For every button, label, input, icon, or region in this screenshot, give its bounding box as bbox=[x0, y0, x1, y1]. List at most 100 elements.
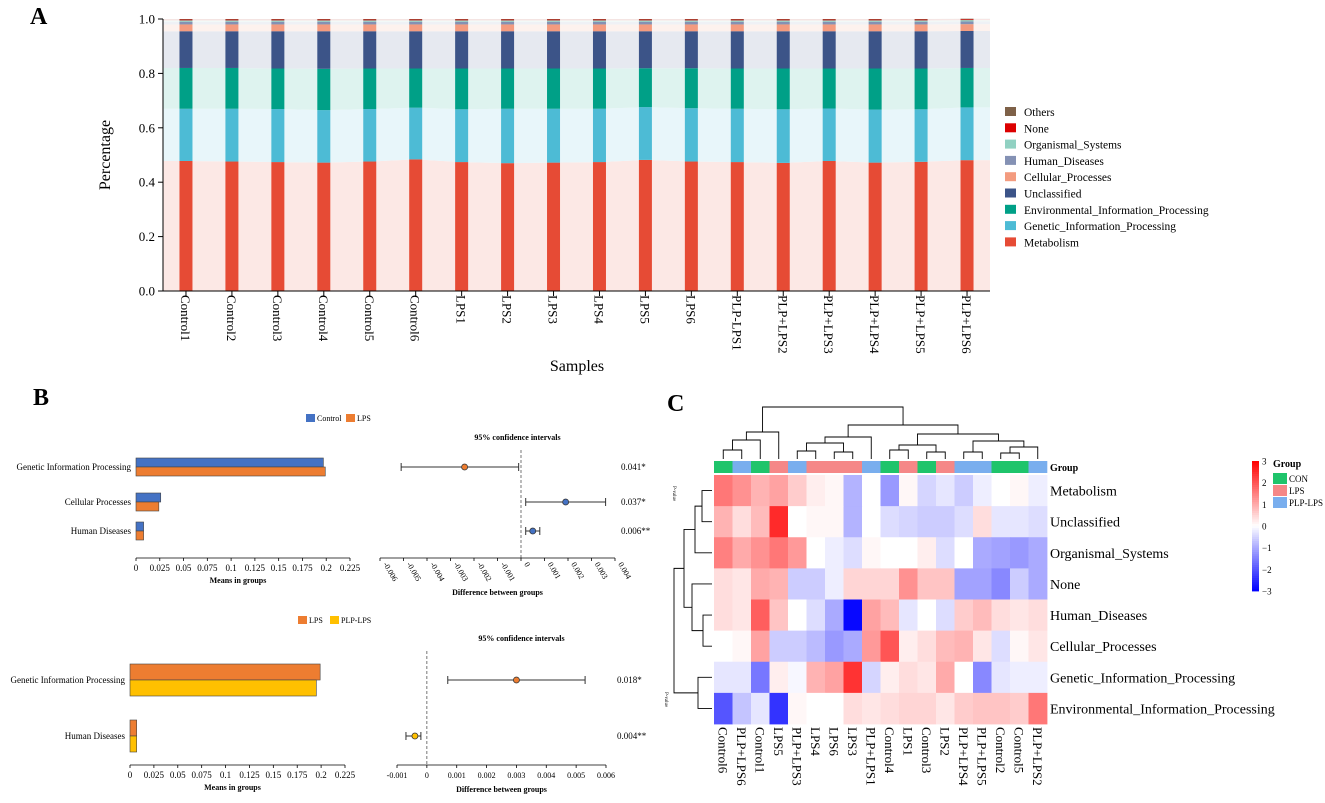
bar-segment bbox=[592, 68, 606, 109]
group-annotation-cell bbox=[1010, 461, 1029, 473]
x-tick-label: PLP+LPS5 bbox=[913, 295, 928, 354]
bar-segment bbox=[822, 19, 836, 21]
bar-segment bbox=[225, 67, 239, 109]
legend-label: Cellular_Processes bbox=[1024, 172, 1112, 184]
heatmap-cell bbox=[917, 475, 937, 507]
heatmap-cell bbox=[1010, 630, 1029, 663]
x-tick-label: Control5 bbox=[362, 295, 377, 341]
heatmap-cell bbox=[714, 599, 733, 632]
column-dendrogram-branch bbox=[762, 406, 904, 432]
band-cellular_processes bbox=[163, 24, 990, 32]
bar-segment bbox=[684, 68, 698, 109]
heatmap-cell bbox=[806, 568, 826, 600]
column-dendrogram-branch bbox=[1000, 452, 1020, 459]
heatmap-cell bbox=[991, 568, 1011, 600]
color-scale-segment bbox=[1252, 469, 1259, 473]
color-scale-segment bbox=[1252, 508, 1259, 512]
heatmap-cell bbox=[1028, 506, 1048, 538]
heatmap-cell bbox=[806, 475, 826, 507]
ci-tick-label: 0.001 bbox=[448, 771, 466, 780]
bar-segment bbox=[179, 19, 193, 21]
means-tick-label: 0.075 bbox=[197, 563, 218, 573]
group-row-label: Group bbox=[1050, 463, 1079, 474]
bar-segment bbox=[547, 31, 561, 69]
legend-label: Genetic_Information_Processing bbox=[1024, 221, 1176, 233]
band-genetic_information_processing bbox=[163, 107, 990, 164]
heatmap-cell bbox=[880, 599, 900, 632]
group-legend-label: LPS bbox=[1289, 486, 1305, 496]
heatmap-cell bbox=[1028, 568, 1048, 600]
legend-label: Human_Diseases bbox=[1024, 156, 1104, 168]
bar-segment bbox=[409, 107, 423, 160]
category-label: Cellular Processes bbox=[65, 497, 132, 507]
heatmap-cell bbox=[862, 568, 881, 600]
heatmap-cell bbox=[825, 506, 844, 538]
heatmap-cell bbox=[714, 568, 733, 600]
color-scale-segment bbox=[1252, 580, 1259, 583]
panel-label-a: A bbox=[30, 4, 48, 30]
row-label: Environmental_Information_Processing bbox=[1050, 702, 1275, 717]
ci-tick-label: 0.002 bbox=[569, 561, 586, 581]
bar-segment bbox=[455, 19, 469, 20]
p-value-axis-label: P-value bbox=[671, 486, 676, 502]
bar-segment bbox=[271, 68, 285, 110]
color-scale-tick-label: 3 bbox=[1262, 457, 1267, 467]
bar-segment bbox=[547, 20, 561, 22]
legend-label: Organismal_Systems bbox=[1024, 140, 1122, 152]
bar-segment bbox=[225, 31, 239, 68]
bar-segment bbox=[501, 31, 515, 69]
bar-segment bbox=[363, 31, 377, 69]
heatmap-cell bbox=[1028, 475, 1048, 507]
bar-segment bbox=[455, 68, 469, 110]
heatmap-cell bbox=[788, 475, 807, 507]
color-scale-segment bbox=[1252, 558, 1259, 562]
color-scale-segment bbox=[1252, 487, 1259, 490]
heatmap-cell bbox=[899, 692, 918, 725]
bar-segment bbox=[960, 24, 974, 31]
ci-tick-label: 0.003 bbox=[593, 561, 610, 581]
color-scale-segment bbox=[1252, 565, 1259, 568]
panel-label-b: B bbox=[33, 385, 49, 411]
color-scale-segment bbox=[1252, 510, 1259, 514]
bar-segment bbox=[363, 21, 377, 25]
bar-segment bbox=[868, 24, 882, 32]
group-legend-label: PLP-LPS bbox=[1289, 498, 1323, 508]
heatmap-cell bbox=[769, 661, 789, 694]
means-tick-label: 0.125 bbox=[239, 770, 260, 780]
bar-segment bbox=[730, 20, 744, 22]
bar-segment bbox=[317, 21, 331, 25]
color-scale-segment bbox=[1252, 482, 1259, 486]
heatmap-cell bbox=[991, 630, 1011, 663]
heatmap-cell bbox=[880, 568, 900, 600]
bar-segment bbox=[776, 19, 790, 21]
bar-segment bbox=[730, 19, 744, 20]
color-scale-segment bbox=[1252, 526, 1259, 529]
heatmap-cell bbox=[825, 599, 844, 632]
means-tick-label: 0 bbox=[134, 563, 139, 573]
column-dendrogram-branch bbox=[824, 436, 872, 459]
bar-segment bbox=[638, 19, 652, 20]
bar-segment bbox=[776, 19, 790, 20]
color-scale-segment bbox=[1252, 519, 1259, 523]
bar-segment bbox=[638, 21, 652, 25]
row-dendrogram-branch bbox=[697, 676, 712, 709]
bar-segment bbox=[409, 24, 423, 32]
ci-tick-label: -0.002 bbox=[475, 561, 493, 583]
color-scale-segment bbox=[1252, 549, 1259, 553]
means-tick-label: 0.05 bbox=[170, 770, 186, 780]
color-scale-segment bbox=[1252, 506, 1259, 510]
bar-segment bbox=[409, 19, 423, 20]
means-tick-label: 0.1 bbox=[220, 770, 231, 780]
group-annotation-cell bbox=[788, 461, 807, 473]
bar-segment bbox=[179, 20, 193, 22]
bar-segment bbox=[776, 31, 790, 69]
row-dendrogram-branch bbox=[673, 567, 698, 694]
bar-segment bbox=[455, 20, 469, 22]
bar-segment bbox=[776, 21, 790, 25]
x-tick-label: LPS4 bbox=[591, 295, 606, 324]
ci-tick-label: 0.004 bbox=[537, 771, 555, 780]
color-scale-tick-label: 1 bbox=[1262, 500, 1267, 510]
ci-tick-label: -0.003 bbox=[452, 561, 470, 583]
bar-segment bbox=[179, 24, 193, 32]
y-tick-label: 0.8 bbox=[139, 66, 155, 81]
